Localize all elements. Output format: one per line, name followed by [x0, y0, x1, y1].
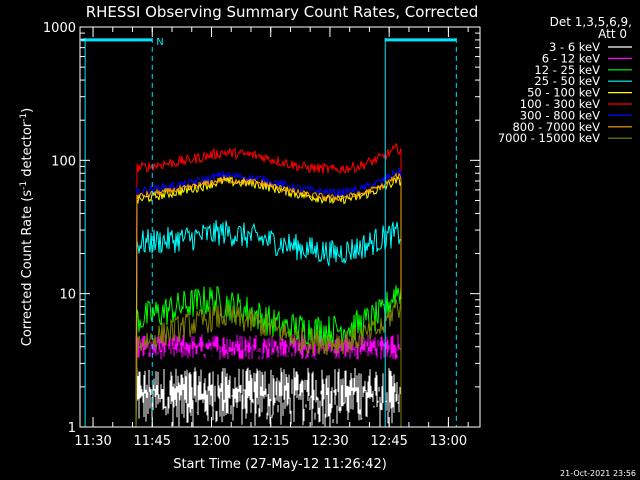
legend-label-25-50-kev: 25 - 50 keV [534, 74, 600, 88]
y-tick-label: 1000 [43, 21, 76, 36]
y-axis-label-part: ) [20, 108, 35, 113]
x-tick-label: 12:15 [252, 434, 289, 449]
y-tick-label: 10 [59, 288, 76, 303]
legend-label-6-12-kev: 6 - 12 keV [542, 51, 600, 65]
series-line-25-50-kev [135, 220, 402, 428]
legend-label-100-300-kev: 100 - 300 keV [520, 97, 600, 111]
night-label: N [156, 37, 163, 48]
legend-label-12-25-kev: 12 - 25 keV [534, 63, 600, 77]
y-axis-label-superscript: -1 [19, 181, 29, 190]
legend-label-50-100-kev: 50 - 100 keV [527, 86, 600, 100]
x-tick-label: 12:45 [370, 434, 407, 449]
footer-timestamp: 21-Oct-2021 23:56 [560, 469, 636, 478]
legend-header: Att 0 [598, 27, 627, 41]
legend-label-3-6-kev: 3 - 6 keV [549, 40, 600, 54]
y-tick-label: 1 [68, 421, 76, 436]
y-axis-label-part: Corrected Count Rate (s [20, 190, 35, 347]
x-tick-label: 11:30 [74, 434, 111, 449]
series-line-7000-15000-kev [135, 299, 402, 428]
chart-title: RHESSI Observing Summary Count Rates, Co… [86, 3, 479, 21]
series-100-300-kev [135, 142, 402, 428]
y-axis-label: Corrected Count Rate (s-1 detector-1) [19, 108, 35, 346]
series-7000-15000-kev [135, 299, 402, 428]
series-800-7000-kev [135, 172, 402, 428]
plot-area [135, 142, 402, 428]
x-axis-label: Start Time (27-May-12 11:26:42) [173, 457, 387, 472]
y-axis-label-part: detector [20, 121, 35, 181]
series-line-100-300-kev [135, 142, 402, 428]
plot-frame [79, 26, 481, 428]
legend-label-800-7000-kev: 800 - 7000 keV [512, 120, 600, 134]
y-tick-label: 100 [51, 154, 76, 169]
series-25-50-kev [135, 220, 402, 428]
x-tick-label: 13:00 [430, 434, 467, 449]
series-12-25-kev [135, 285, 402, 428]
x-tick-label: 12:00 [193, 434, 230, 449]
axes: 1 10 100 1000 11:30 11:45 12:00 12:15 12:30 12:45… [43, 21, 480, 449]
series-line-12-25-kev [135, 285, 402, 428]
legend-header: Det 1,3,5,6,9, [550, 15, 632, 29]
series-line-800-7000-kev [135, 172, 402, 428]
x-tick-label: 11:45 [134, 434, 171, 449]
orbit-overlays: N [81, 37, 457, 427]
y-axis-label-superscript: -1 [19, 113, 29, 122]
x-tick-label: 12:30 [311, 434, 348, 449]
legend-label-7000-15000-kev: 7000 - 15000 keV [498, 131, 600, 145]
legend-label-300-800-kev: 300 - 800 keV [520, 108, 600, 122]
